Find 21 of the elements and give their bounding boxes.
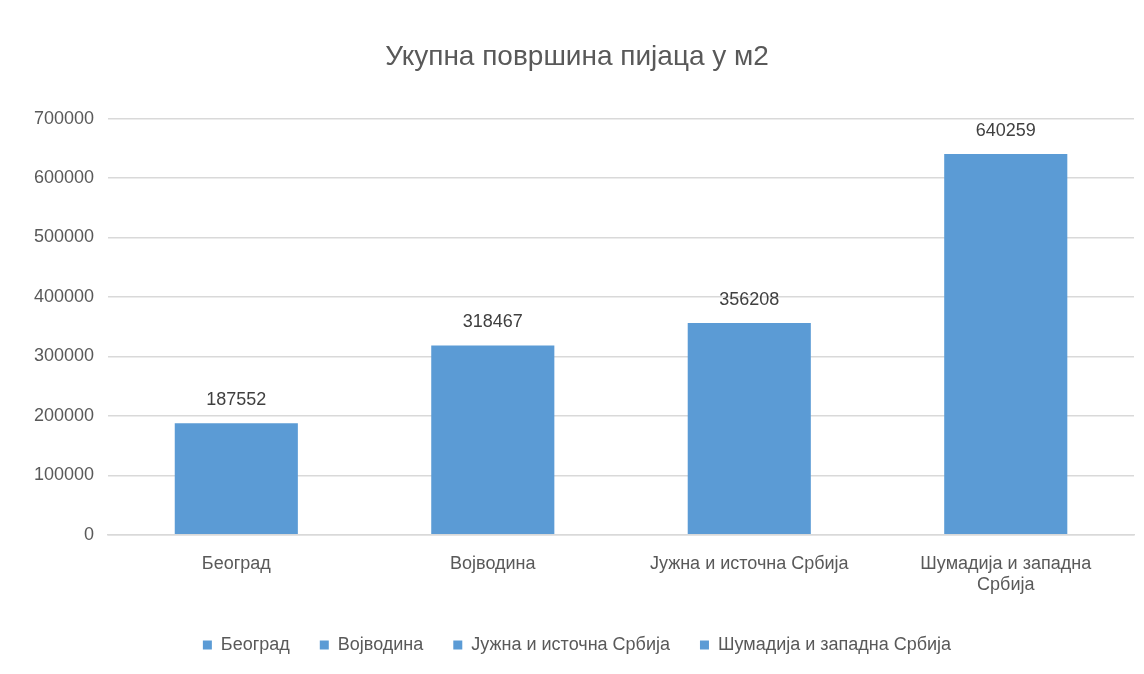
y-tick-label: 600000 — [33, 167, 95, 188]
y-tick-label: 100000 — [33, 464, 95, 485]
chart-title: Укупна површина пијаца у м2 — [385, 39, 769, 71]
legend-label: Војводина — [337, 633, 425, 654]
x-tick-label: Београд — [201, 552, 272, 573]
data-label: 356208 — [719, 288, 780, 309]
x-tick-label: Војводина — [450, 552, 537, 573]
y-tick-label: 500000 — [33, 226, 95, 247]
x-tick-label: Шумадија и западна Србија — [920, 552, 1093, 595]
y-tick-label: 200000 — [33, 404, 95, 425]
data-label: 640259 — [975, 120, 1036, 141]
y-tick-label: 0 — [84, 523, 95, 544]
y-tick-label: 300000 — [33, 345, 95, 366]
x-tick-label: Јужна и источна Србија — [649, 552, 850, 573]
legend-label: Београд — [220, 633, 291, 654]
data-label: 318467 — [462, 311, 523, 332]
legend-label: Јужна и источна Србија — [471, 633, 671, 654]
y-tick-label: 400000 — [33, 285, 95, 306]
data-label: 187552 — [206, 389, 267, 410]
legend-label: Шумадија и западна Србија — [717, 633, 953, 654]
y-tick-label: 700000 — [33, 107, 95, 128]
